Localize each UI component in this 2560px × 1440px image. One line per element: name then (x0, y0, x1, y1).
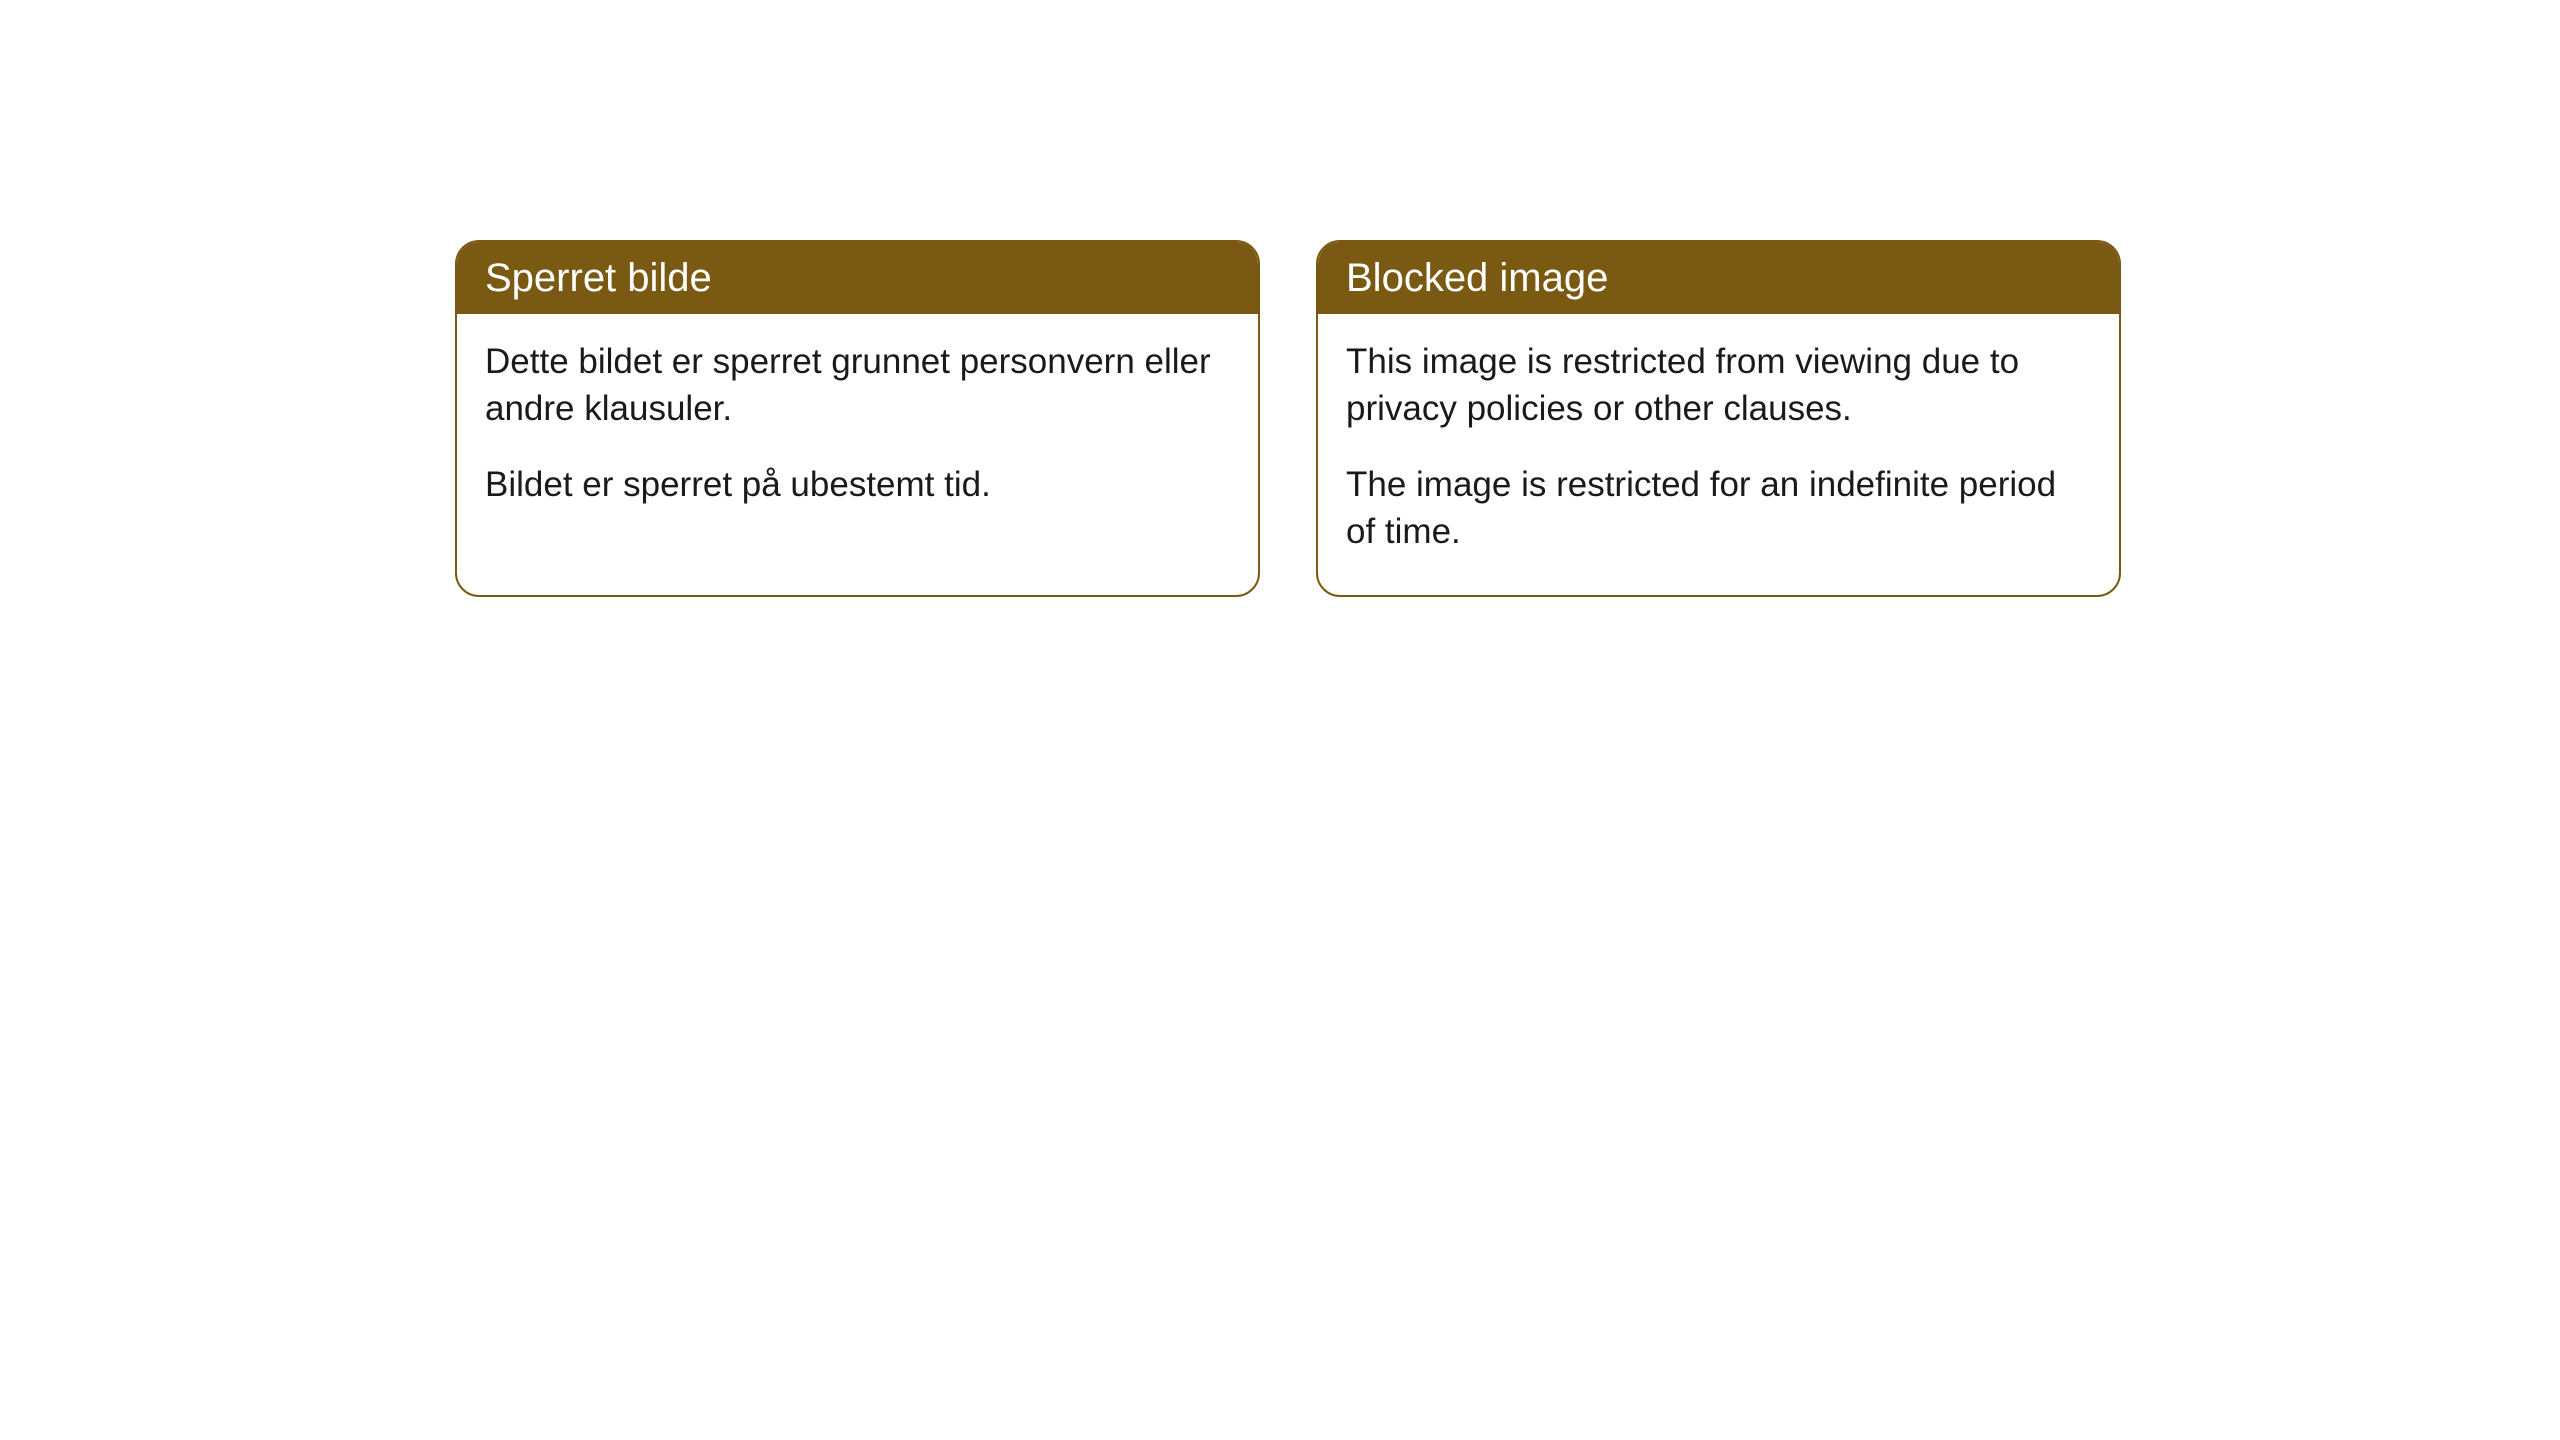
blocked-image-card-norwegian: Sperret bilde Dette bildet er sperret gr… (455, 240, 1260, 597)
blocked-image-card-english: Blocked image This image is restricted f… (1316, 240, 2121, 597)
card-paragraph-1-norwegian: Dette bildet er sperret grunnet personve… (485, 338, 1230, 433)
card-body-english: This image is restricted from viewing du… (1318, 314, 2119, 595)
card-body-norwegian: Dette bildet er sperret grunnet personve… (457, 314, 1258, 548)
card-paragraph-2-english: The image is restricted for an indefinit… (1346, 461, 2091, 556)
card-header-english: Blocked image (1318, 242, 2119, 314)
card-paragraph-1-english: This image is restricted from viewing du… (1346, 338, 2091, 433)
card-header-norwegian: Sperret bilde (457, 242, 1258, 314)
card-paragraph-2-norwegian: Bildet er sperret på ubestemt tid. (485, 461, 1230, 508)
notice-cards-container: Sperret bilde Dette bildet er sperret gr… (455, 240, 2121, 597)
